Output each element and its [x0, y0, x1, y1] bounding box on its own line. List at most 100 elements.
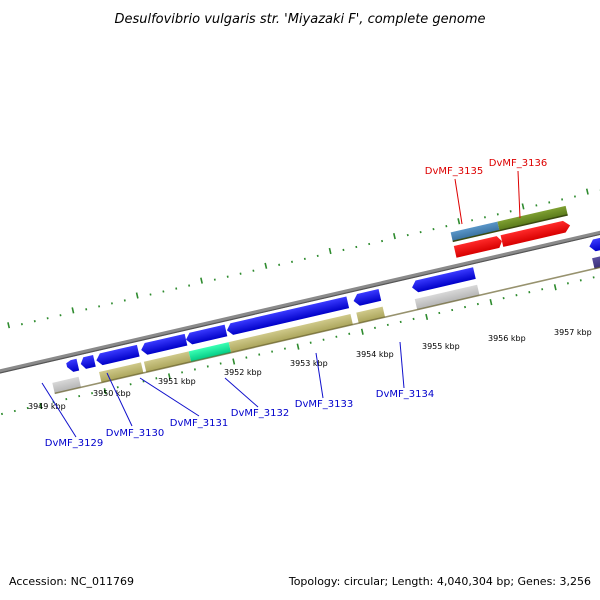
minor-tick	[464, 306, 466, 308]
minor-tick	[245, 356, 247, 358]
kbp-label: 3956 kbp	[488, 334, 526, 343]
minor-tick	[85, 308, 87, 310]
kbp-label: 3953 kbp	[290, 359, 328, 368]
minor-tick	[355, 246, 357, 248]
major-tick	[554, 284, 557, 290]
minor-tick	[150, 293, 152, 295]
minor-tick	[304, 258, 306, 260]
accession-text: Accession: NC_011769	[9, 575, 134, 588]
minor-tick	[445, 225, 447, 227]
minor-tick	[65, 398, 67, 400]
minor-tick	[548, 201, 550, 203]
minor-tick	[515, 294, 517, 296]
major-tick	[136, 292, 139, 298]
minor-tick	[14, 410, 16, 412]
gene-label-dvmf-3130[interactable]: DvMF_3130	[106, 428, 164, 439]
minor-tick	[413, 318, 415, 320]
kbp-label: 3950 kbp	[93, 389, 131, 398]
gene-arrow-small-a[interactable]	[66, 359, 79, 373]
minor-tick	[368, 243, 370, 245]
kbp-label: 3957 kbp	[554, 328, 592, 337]
minor-tick	[477, 303, 479, 305]
minor-tick	[258, 353, 260, 355]
inner-gene-labels: DvMF_3129 DvMF_3130 DvMF_3131 DvMF_3132 …	[45, 389, 434, 449]
minor-tick	[497, 213, 499, 215]
minor-tick	[162, 290, 164, 292]
major-tick	[71, 307, 74, 313]
minor-tick	[317, 255, 319, 257]
gene-label-dvmf-3129[interactable]: DvMF_3129	[45, 438, 103, 449]
outer-leader-lines	[455, 171, 520, 224]
minor-tick	[381, 240, 383, 242]
outer-gene-labels: DvMF_3135 DvMF_3136	[425, 158, 547, 177]
kbp-label: 3952 kbp	[224, 368, 262, 377]
minor-tick	[34, 320, 36, 322]
minor-tick	[451, 309, 453, 311]
gene-arrow-small-b[interactable]	[79, 355, 95, 370]
minor-tick	[220, 362, 222, 364]
minor-tick	[561, 198, 563, 200]
gene-label-dvmf-3134[interactable]: DvMF_3134	[376, 389, 434, 400]
minor-tick	[567, 282, 569, 284]
minor-tick	[227, 276, 229, 278]
major-tick	[425, 314, 428, 320]
minor-tick	[1, 413, 3, 415]
minor-tick	[541, 288, 543, 290]
minor-tick	[342, 249, 344, 251]
minor-tick	[574, 195, 576, 197]
minor-tick	[510, 210, 512, 212]
kbp-label: 3955 kbp	[422, 342, 460, 351]
reverse-strand-features	[48, 230, 600, 394]
major-tick	[457, 218, 460, 224]
minor-tick	[438, 312, 440, 314]
map-title: Desulfovibrio vulgaris str. 'Miyazaki F'…	[114, 12, 485, 27]
category-bar-dvmf-3130[interactable]	[144, 351, 191, 372]
minor-tick	[252, 270, 254, 272]
minor-tick	[59, 314, 61, 316]
major-tick	[586, 188, 589, 194]
major-tick	[393, 233, 396, 239]
minor-tick	[207, 365, 209, 367]
minor-tick	[580, 279, 582, 281]
minor-tick	[323, 339, 325, 341]
major-tick	[490, 299, 493, 305]
minor-tick	[291, 261, 293, 263]
gene-label-dvmf-3132[interactable]: DvMF_3132	[231, 408, 289, 419]
minor-tick	[310, 342, 312, 344]
category-bar-dvmf-3131-highlight[interactable]	[189, 342, 231, 362]
minor-tick	[175, 287, 177, 289]
minor-tick	[535, 204, 537, 206]
minor-tick	[124, 299, 126, 301]
minor-tick	[271, 350, 273, 352]
category-bar-dvmf-3129[interactable]	[99, 362, 143, 382]
minor-tick	[78, 395, 80, 397]
minor-tick	[194, 368, 196, 370]
minor-tick	[240, 273, 242, 275]
inner-tick-row	[0, 266, 600, 421]
minor-tick	[335, 336, 337, 338]
kbp-label: 3949 kbp	[28, 402, 66, 411]
genome-track	[0, 176, 600, 423]
gene-label-dvmf-3131[interactable]: DvMF_3131	[170, 418, 228, 429]
forward-strand-features	[451, 206, 572, 258]
gene-label-dvmf-3135[interactable]: DvMF_3135	[425, 166, 483, 177]
genome-summary-text: Topology: circular; Length: 4,040,304 bp…	[288, 575, 591, 588]
kbp-label: 3951 kbp	[158, 377, 196, 386]
gene-arrow-dvmf-3133[interactable]	[352, 289, 381, 307]
gene-label-dvmf-3136[interactable]: DvMF_3136	[489, 158, 547, 169]
genome-map[interactable]: Desulfovibrio vulgaris str. 'Miyazaki F'…	[0, 0, 600, 600]
minor-tick	[407, 234, 409, 236]
minor-tick	[98, 305, 100, 307]
minor-tick	[420, 231, 422, 233]
gene-label-dvmf-3133[interactable]: DvMF_3133	[295, 399, 353, 410]
minor-tick	[188, 284, 190, 286]
minor-tick	[47, 317, 49, 319]
minor-tick	[432, 228, 434, 230]
major-tick	[7, 322, 10, 328]
minor-tick	[503, 297, 505, 299]
minor-tick	[528, 291, 530, 293]
minor-tick	[593, 276, 595, 278]
major-tick	[522, 203, 525, 209]
major-tick	[297, 344, 300, 350]
major-tick	[361, 329, 364, 335]
